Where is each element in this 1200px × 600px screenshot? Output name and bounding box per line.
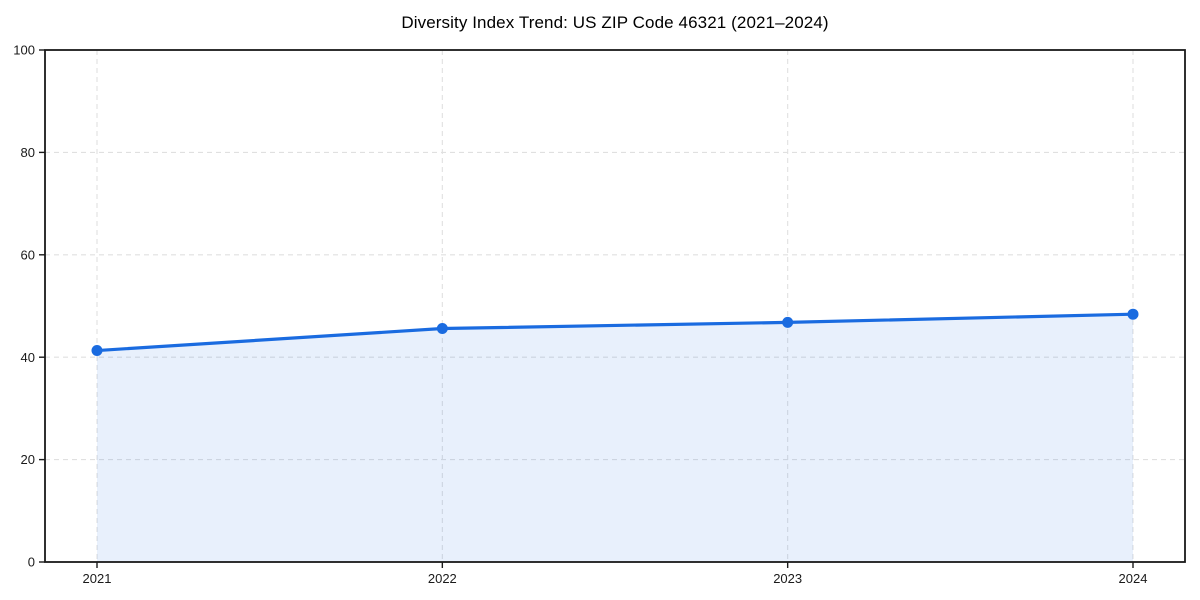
y-tick-label: 20	[21, 452, 35, 467]
y-tick-label: 80	[21, 145, 35, 160]
y-tick-label: 0	[28, 555, 35, 570]
x-tick-label: 2023	[773, 571, 802, 586]
axes-spines	[44, 49, 1186, 563]
chart-title: Diversity Index Trend: US ZIP Code 46321…	[401, 13, 829, 32]
data-point-marker	[782, 316, 794, 328]
y-tick-label: 60	[21, 247, 35, 262]
area-fill	[97, 314, 1133, 562]
x-tick-label: 2021	[83, 571, 112, 586]
data-point-marker	[1127, 308, 1139, 320]
data-point-marker	[91, 345, 103, 357]
x-tick-label: 2022	[428, 571, 457, 586]
y-tick-label: 40	[21, 350, 35, 365]
y-tick-label: 100	[13, 43, 35, 58]
x-tick-label: 2024	[1119, 571, 1148, 586]
trend-line	[95, 312, 1135, 353]
data-point-marker	[436, 323, 448, 335]
